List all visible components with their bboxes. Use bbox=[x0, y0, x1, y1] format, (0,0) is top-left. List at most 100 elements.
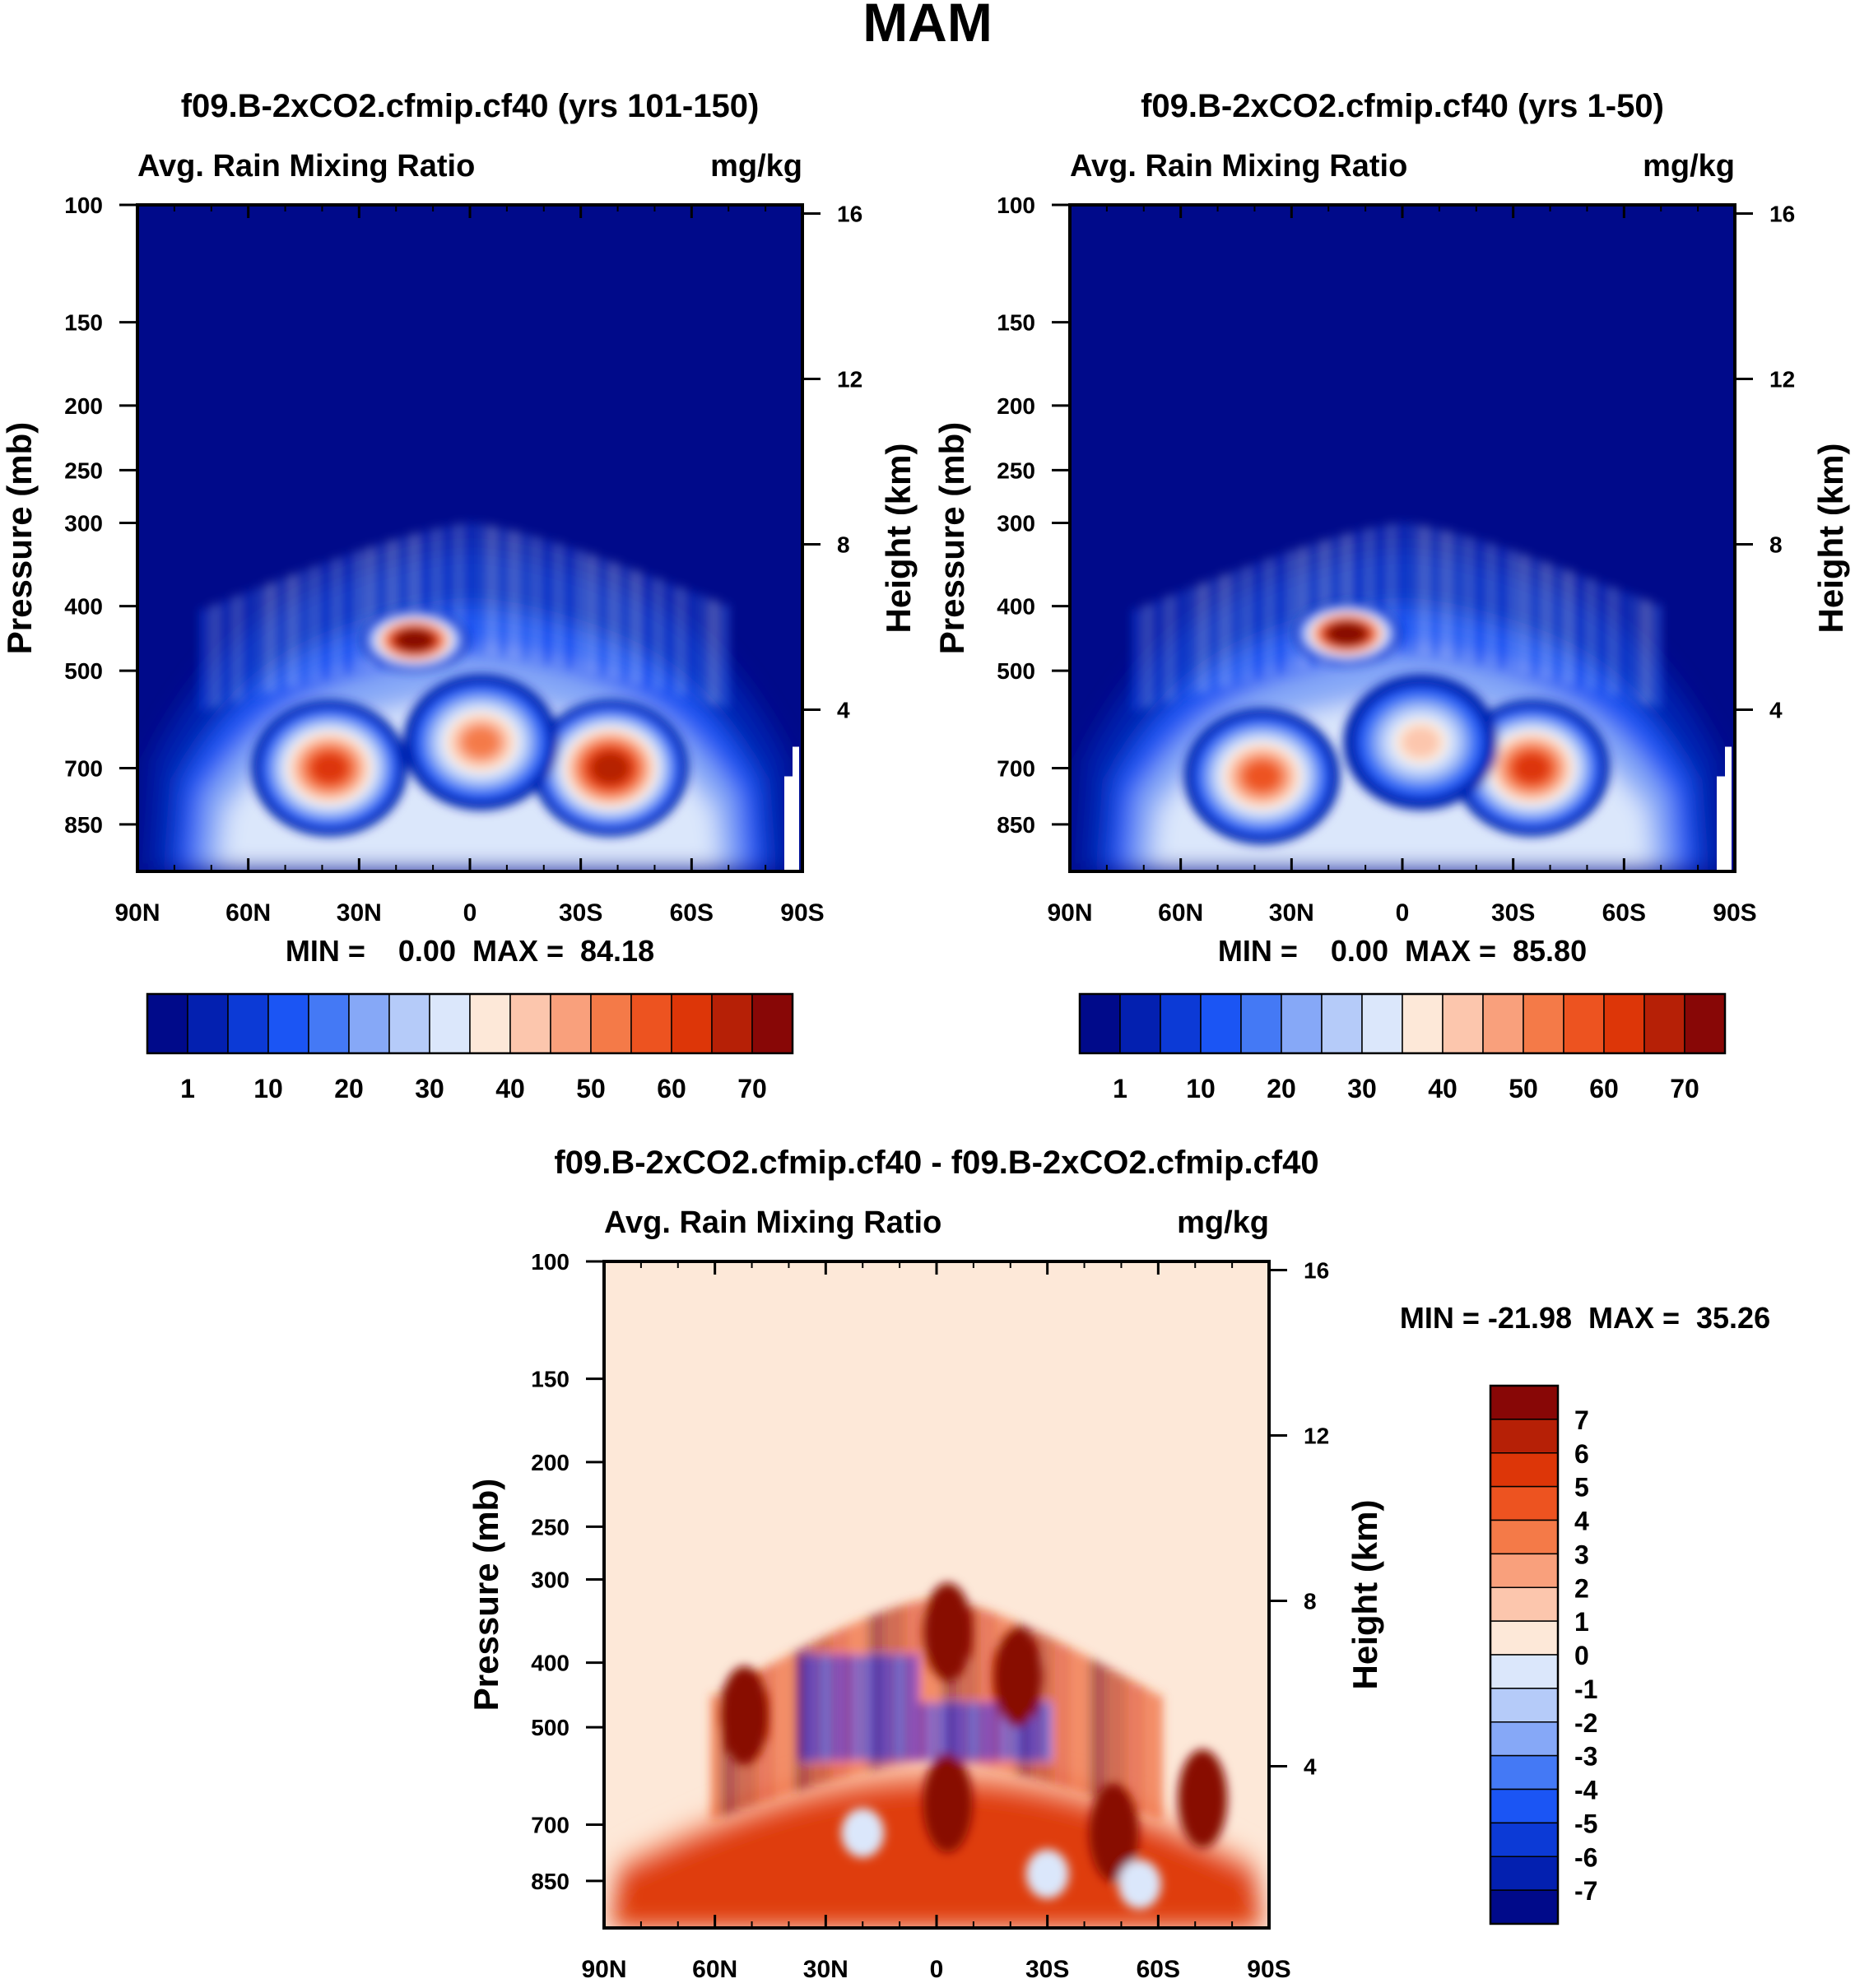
colorbar-label: 1 bbox=[1574, 1607, 1589, 1637]
colorbar-label: 60 bbox=[1589, 1074, 1619, 1103]
y-tick-label: 400 bbox=[531, 1651, 570, 1676]
x-tick-label: 30N bbox=[803, 1956, 848, 1983]
x-tick-label: 60S bbox=[670, 899, 714, 927]
colorbar-label: 70 bbox=[737, 1074, 767, 1103]
negative-streak bbox=[867, 1655, 873, 1761]
colorbar-box bbox=[630, 993, 672, 1054]
streak bbox=[840, 1627, 848, 1777]
streak bbox=[1599, 583, 1605, 693]
y-tick-label: 300 bbox=[531, 1567, 570, 1592]
streak bbox=[1588, 578, 1593, 690]
colorbar-box bbox=[1603, 993, 1645, 1054]
streak bbox=[923, 1599, 931, 1761]
colorbar-label: 7 bbox=[1574, 1405, 1589, 1435]
colorbar-box bbox=[1402, 993, 1444, 1054]
colorbar-box bbox=[1490, 1553, 1559, 1588]
streak bbox=[960, 1603, 968, 1763]
colorbar-box bbox=[146, 993, 188, 1054]
y-tick-label: 150 bbox=[997, 310, 1035, 336]
streak bbox=[1355, 531, 1361, 658]
y-axis-right: 16 12 8 4 bbox=[1269, 1257, 1329, 1780]
streak bbox=[1100, 1664, 1106, 1800]
streak bbox=[1621, 591, 1627, 699]
negative-streak bbox=[823, 1655, 829, 1761]
negative-streak bbox=[890, 1655, 895, 1761]
streak bbox=[434, 528, 439, 657]
streak bbox=[1145, 604, 1151, 708]
streak bbox=[1566, 570, 1571, 685]
streak bbox=[423, 531, 429, 658]
colorbar-box bbox=[1200, 993, 1242, 1054]
negative-streak bbox=[919, 1702, 925, 1761]
streak bbox=[578, 550, 583, 671]
colorbar-box bbox=[751, 993, 793, 1054]
y-axis-label: Pressure (mb) bbox=[932, 422, 971, 654]
streak bbox=[1333, 536, 1339, 662]
y-tick-label: 500 bbox=[531, 1715, 570, 1740]
streak bbox=[1610, 587, 1616, 696]
streak bbox=[1146, 1689, 1153, 1816]
x-tick-label: 30N bbox=[1269, 899, 1314, 927]
convective-streaks bbox=[1133, 523, 1660, 711]
colorbar-box bbox=[1490, 1889, 1559, 1925]
streak bbox=[245, 591, 251, 699]
x-tick-label: 60S bbox=[1137, 1956, 1180, 1983]
colorbar-box bbox=[1490, 1385, 1559, 1420]
streak bbox=[1167, 596, 1173, 702]
colorbar-label: 6 bbox=[1574, 1439, 1589, 1469]
panel-title: f09.B-2xCO2.cfmip.cf40 - f09.B-2xCO2.cfm… bbox=[554, 1145, 1318, 1181]
streak bbox=[1289, 550, 1295, 671]
streak bbox=[877, 1612, 885, 1768]
y-axis-label-right: Height (km) bbox=[879, 444, 918, 634]
colorbar: 7 6 5 4 3 2 1 0 -1 -2 -3 -4 -5 -6 -7 bbox=[1489, 1384, 1598, 1925]
x-tick-label: 0 bbox=[1396, 899, 1410, 927]
y-tick-label: 250 bbox=[997, 458, 1035, 483]
colorbar-box bbox=[308, 993, 350, 1054]
streak bbox=[1499, 546, 1505, 669]
colorbar-box bbox=[348, 993, 390, 1054]
colorbar-box bbox=[1490, 1856, 1559, 1891]
panel-top-right: f09.B-2xCO2.cfmip.cf40 (yrs 1-50) Avg. R… bbox=[932, 88, 1850, 1103]
colorbar-box bbox=[671, 993, 713, 1054]
streak bbox=[223, 600, 229, 705]
colorbar-box bbox=[227, 993, 269, 1054]
y-tick-label: 200 bbox=[64, 393, 103, 419]
y-tick-label: 250 bbox=[64, 458, 103, 483]
colorbar-label: -2 bbox=[1574, 1708, 1597, 1738]
streak bbox=[389, 540, 395, 664]
x-tick-label: 90N bbox=[581, 1956, 626, 1983]
left-string: Avg. Rain Mixing Ratio bbox=[137, 149, 475, 183]
streak bbox=[794, 1650, 802, 1791]
colorbar-box bbox=[469, 993, 511, 1054]
streak bbox=[988, 1612, 996, 1768]
negative-streak bbox=[941, 1702, 946, 1761]
x-tick-label: 90N bbox=[1047, 899, 1092, 927]
colorbar-label: 40 bbox=[1428, 1074, 1458, 1103]
negative-patch bbox=[1025, 1849, 1069, 1899]
colorbar-label: 4 bbox=[1574, 1507, 1589, 1536]
streak bbox=[1444, 531, 1449, 658]
streak bbox=[1189, 587, 1195, 696]
colorbar-box bbox=[1321, 993, 1363, 1054]
streak bbox=[1072, 1650, 1079, 1791]
streak bbox=[1255, 562, 1261, 679]
negative-patch bbox=[841, 1808, 885, 1858]
y-axis-label-right: Height (km) bbox=[1811, 444, 1850, 634]
y-tick-label: 850 bbox=[997, 812, 1035, 838]
negative-streak bbox=[1037, 1702, 1043, 1761]
colorbar-box bbox=[1490, 1822, 1559, 1857]
colorbar-label: -6 bbox=[1574, 1842, 1597, 1872]
streak bbox=[1200, 583, 1206, 693]
streak bbox=[1532, 558, 1538, 676]
streak bbox=[1062, 1645, 1070, 1788]
rain-region bbox=[144, 523, 799, 871]
streak bbox=[720, 1689, 728, 1816]
colorbar-box bbox=[1490, 1586, 1559, 1622]
y-tick-label: 850 bbox=[531, 1869, 570, 1894]
streak bbox=[334, 558, 340, 676]
y-right-tick-label: 16 bbox=[1304, 1257, 1329, 1283]
streak bbox=[634, 570, 639, 685]
colorbar-box bbox=[1079, 993, 1121, 1054]
missing-data bbox=[1717, 746, 1732, 871]
colorbar-box bbox=[1490, 1519, 1559, 1555]
